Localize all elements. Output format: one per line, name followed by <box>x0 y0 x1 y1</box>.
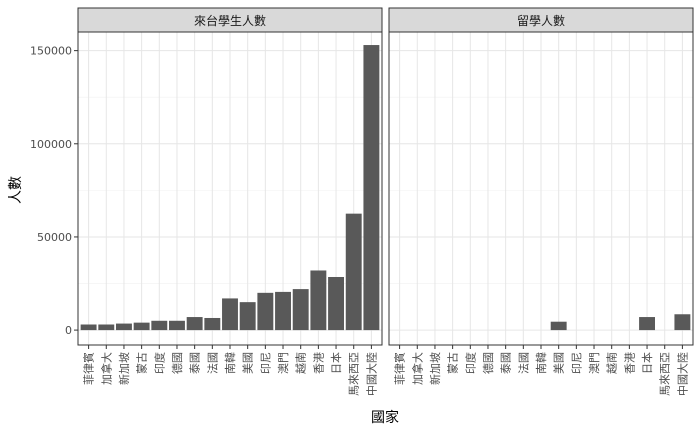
y-tick-label: 0 <box>65 324 72 337</box>
x-tick-label: 加拿大 <box>410 352 424 385</box>
x-tick-label: 越南 <box>605 352 619 374</box>
bar <box>116 323 132 331</box>
x-tick-label: 美國 <box>242 352 255 374</box>
facet-panel: 來台學生人數菲律賓 加拿大 新加坡 蒙古 印度 德國 泰國 法國 南韓 美國 印尼 澳門 越南 香港 日本馬… <box>77 7 383 396</box>
bar <box>133 322 150 331</box>
bar <box>204 317 221 331</box>
bar <box>239 302 256 331</box>
bar <box>222 298 238 331</box>
x-tick-label: 德國 <box>481 352 495 374</box>
bar <box>186 317 203 331</box>
bar <box>328 276 344 331</box>
bar <box>80 324 97 331</box>
x-tick-label: 澳門 <box>588 352 601 374</box>
x-tick-label: 加拿大 <box>99 352 113 385</box>
x-tick-label: 法國 <box>205 352 219 374</box>
x-tick-label: 泰國 <box>499 352 513 374</box>
x-tick-label: 日本 <box>329 352 343 374</box>
x-tick-label: 中國大陸 <box>364 352 378 396</box>
x-tick-label: 蒙古 <box>136 352 149 374</box>
x-tick-label: 印尼 <box>259 352 272 374</box>
x-tick-label: 馬來西亞 <box>348 352 361 396</box>
bar <box>98 324 115 331</box>
x-tick-label: 澳門 <box>277 352 290 374</box>
facet-title: 來台學生人數 <box>194 13 266 28</box>
x-tick-label: 新加坡 <box>117 352 131 385</box>
x-tick-label: 印度 <box>152 352 166 374</box>
bar <box>550 321 567 331</box>
bar <box>257 292 274 331</box>
x-tick-label: 日本 <box>640 352 654 374</box>
y-tick-label: 100000 <box>30 138 72 151</box>
x-axis-title: 國家 <box>371 409 399 426</box>
x-tick-label: 印度 <box>463 352 477 374</box>
chart-panels: 來台學生人數菲律賓 加拿大 新加坡 蒙古 印度 德國 泰國 法國 南韓 美國 印尼 澳門 越南 香港 日本馬… <box>77 7 694 396</box>
x-tick-label: 新加坡 <box>428 352 442 385</box>
x-tick-label: 法國 <box>516 352 530 374</box>
x-tick-label: 越南 <box>294 352 308 374</box>
y-axis: 0 50000 100000 150000 <box>30 45 78 337</box>
x-tick-label: 菲律賓 <box>393 352 407 385</box>
bar <box>363 45 380 331</box>
bar <box>310 270 327 331</box>
y-axis-title: 人數 <box>8 176 24 204</box>
y-tick-label: 50000 <box>37 231 72 244</box>
facet-title: 留學人數 <box>517 14 565 28</box>
x-tick-label: 南韓 <box>224 352 237 374</box>
x-tick-label: 馬來西亞 <box>659 352 672 396</box>
x-tick-label: 美國 <box>553 352 566 374</box>
x-tick-label: 香港 <box>623 352 636 374</box>
x-tick-label: 香港 <box>312 352 325 374</box>
y-tick-label: 150000 <box>30 45 72 58</box>
bar <box>639 317 655 331</box>
panel-border <box>388 31 694 346</box>
bar <box>292 289 309 331</box>
facet-strip <box>77 7 383 33</box>
x-tick-label: 中國大陸 <box>675 352 689 396</box>
facet-strip <box>388 7 694 33</box>
x-tick-label: 泰國 <box>188 352 202 374</box>
x-tick-label: 蒙古 <box>447 352 460 374</box>
bar <box>345 213 362 331</box>
bar <box>275 291 291 331</box>
bar <box>151 320 168 331</box>
x-tick-label: 德國 <box>170 352 184 374</box>
bar <box>169 320 185 331</box>
panel-border <box>77 31 383 346</box>
bar <box>674 314 691 331</box>
x-tick-label: 菲律賓 <box>82 352 96 385</box>
x-tick-label: 印尼 <box>570 352 583 374</box>
x-tick-label: 南韓 <box>535 352 548 374</box>
